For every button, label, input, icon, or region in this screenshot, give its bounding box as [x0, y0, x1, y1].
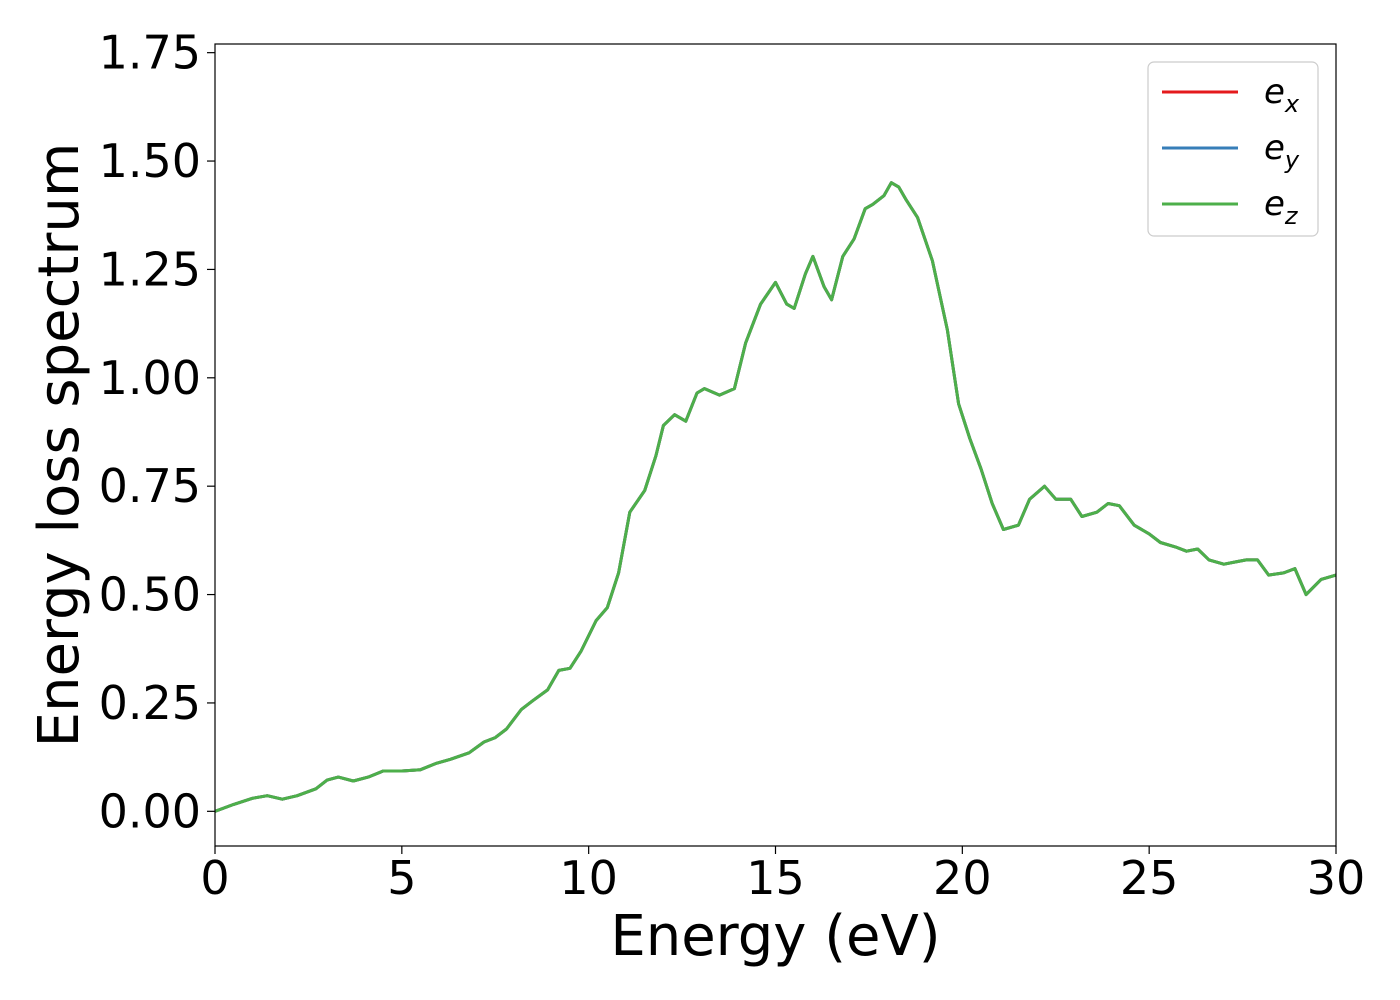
legend-label-base: e	[1264, 184, 1285, 224]
x-tick-label: 25	[1120, 851, 1179, 905]
x-tick-label: 15	[746, 851, 805, 905]
y-axis: 0.00 0.25 0.50 0.75 1.00 1.25 1.50 1.75	[99, 26, 215, 838]
y-tick-label: 0.00	[99, 784, 201, 838]
legend-label-base: e	[1264, 72, 1285, 112]
legend-label-base: e	[1264, 128, 1285, 168]
y-tick-label: 1.50	[99, 134, 201, 188]
x-tick-label: 5	[387, 851, 416, 905]
y-tick-label: 0.25	[99, 676, 201, 730]
x-tick-label: 10	[559, 851, 618, 905]
x-axis-label: Energy (eV)	[610, 904, 940, 969]
legend-label-subscript: z	[1284, 202, 1299, 230]
x-tick-label: 20	[933, 851, 992, 905]
y-tick-label: 1.75	[99, 26, 201, 80]
x-tick-label: 0	[200, 851, 229, 905]
y-tick-label: 0.50	[99, 568, 201, 622]
x-axis: 0 5 10 15 20 25 30	[200, 846, 1365, 905]
legend-label-x: ex	[1264, 72, 1300, 118]
x-tick-label: 30	[1307, 851, 1366, 905]
y-axis-label: Energy loss spectrum	[27, 143, 92, 748]
legend-label-subscript: y	[1284, 146, 1300, 174]
y-tick-label: 1.25	[99, 242, 201, 296]
legend-label-z: ez	[1264, 184, 1299, 230]
series-line-e-z	[215, 181, 1336, 813]
y-tick-label: 1.00	[99, 351, 201, 405]
legend-label-subscript: x	[1284, 90, 1300, 118]
legend-label-y: ey	[1264, 128, 1300, 174]
y-tick-label: 0.75	[99, 459, 201, 513]
plot-area	[215, 181, 1336, 813]
